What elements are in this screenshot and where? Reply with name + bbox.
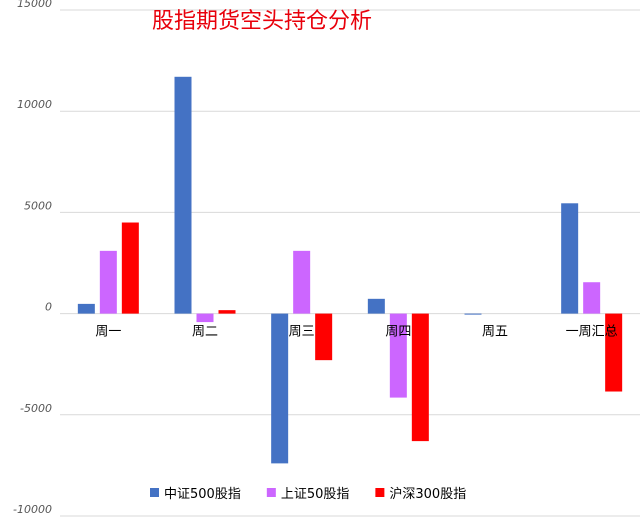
legend-label-1: 中证500股指 bbox=[164, 487, 241, 502]
gridlines bbox=[60, 9, 640, 517]
x-tick-label: 周一 bbox=[95, 325, 121, 340]
bar-3-6 bbox=[605, 313, 623, 392]
y-tick-label: 5000 bbox=[24, 199, 52, 212]
bar-1-5 bbox=[464, 313, 482, 315]
y-axis-ticks: 15000 10000 5000 0 -5000 -10000 bbox=[13, 0, 52, 516]
bar-1-3 bbox=[271, 313, 289, 464]
bar-3-1 bbox=[121, 222, 139, 314]
legend-label-2: 上证50股指 bbox=[281, 487, 350, 502]
legend-swatch-3 bbox=[375, 488, 385, 497]
bar-2-6 bbox=[583, 282, 601, 314]
y-tick-label: 10000 bbox=[17, 98, 52, 111]
bar-1-4 bbox=[367, 298, 385, 314]
legend-label-3: 沪深300股指 bbox=[389, 486, 466, 502]
bar-1-2 bbox=[174, 76, 192, 314]
legend-swatch-1 bbox=[150, 488, 159, 497]
legend: 中证500股指 上证50股指 沪深300股指 bbox=[150, 486, 466, 502]
y-tick-label: 0 bbox=[45, 301, 52, 314]
bar-2-1 bbox=[99, 250, 117, 314]
bar-3-4 bbox=[411, 313, 429, 442]
legend-swatch-2 bbox=[266, 488, 276, 497]
x-tick-label: 周三 bbox=[289, 325, 315, 340]
x-tick-label: 周五 bbox=[482, 325, 508, 340]
bar-2-3 bbox=[293, 250, 311, 314]
bar-1-6 bbox=[561, 203, 579, 314]
y-tick-label: -5000 bbox=[20, 402, 52, 415]
y-tick-label: -10000 bbox=[13, 503, 52, 516]
bar-2-4 bbox=[389, 313, 407, 398]
x-tick-label: 周四 bbox=[385, 325, 411, 340]
bar-3-3 bbox=[315, 313, 333, 361]
bar-3-2 bbox=[218, 310, 236, 314]
y-tick-label: 15000 bbox=[17, 0, 52, 10]
x-axis-ticks: 周一 周二 周三 周四 周五 一周汇总 bbox=[95, 325, 617, 340]
x-tick-label: 周二 bbox=[192, 325, 218, 340]
x-tick-label: 一周汇总 bbox=[566, 325, 618, 340]
bars bbox=[77, 76, 623, 464]
chart-title: 股指期货空头持仓分析 bbox=[152, 9, 372, 34]
bar-1-1 bbox=[77, 303, 95, 314]
bar-2-2 bbox=[196, 313, 214, 323]
